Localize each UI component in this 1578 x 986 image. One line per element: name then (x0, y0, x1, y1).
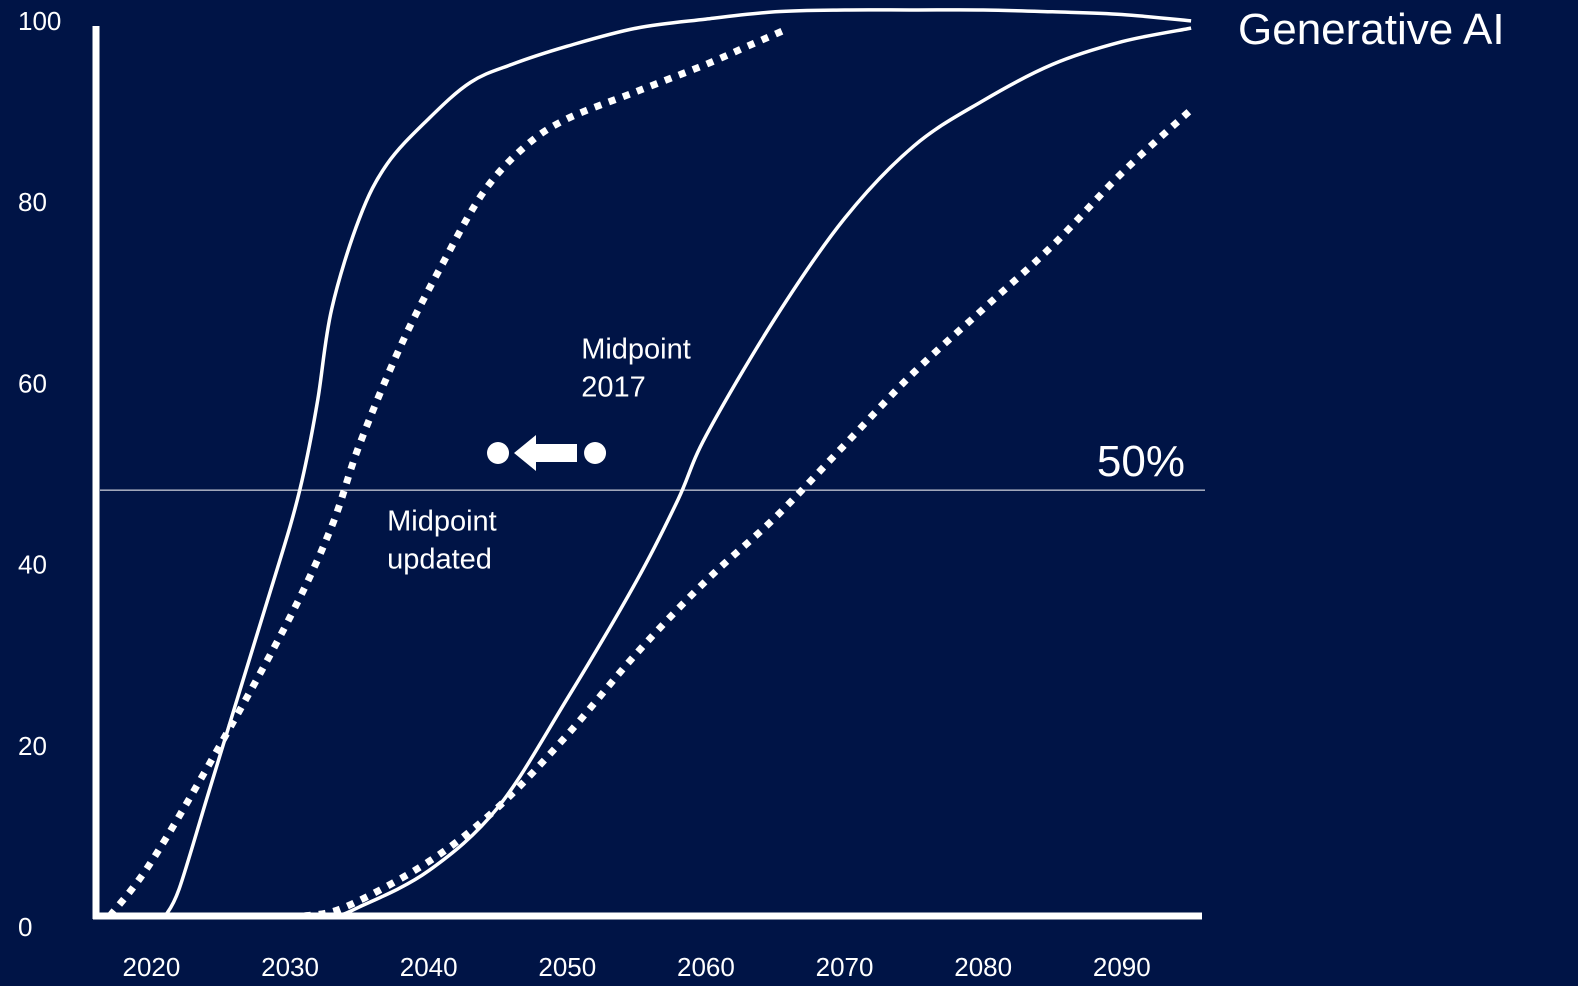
y-tick-labels: 0 20 40 60 80 100 (18, 6, 61, 942)
y-tick-label-100: 100 (18, 6, 61, 36)
y-tick-label-0: 0 (18, 912, 32, 942)
x-tick-label-2050: 2050 (538, 952, 596, 982)
x-tick-label-2090: 2090 (1093, 952, 1151, 982)
x-tick-labels: 2020 2030 2040 2050 2060 2070 2080 2090 (123, 952, 1151, 982)
series-label-generative-ai: Generative AI (1238, 5, 1505, 54)
x-tick-label-2070: 2070 (816, 952, 874, 982)
midpoint-2017-marker (584, 442, 607, 464)
annotation-2: Midpoint updated (387, 506, 497, 576)
y-tick-label-20: 20 (18, 731, 47, 761)
series-line-2-dotted (107, 24, 791, 919)
annotation-2-line-1: Midpoint (387, 506, 497, 538)
annotation-2-line-2: updated (387, 544, 492, 576)
y-tick-label-60: 60 (18, 368, 47, 398)
x-tick-label-2030: 2030 (261, 952, 319, 982)
series-line-3-solid (276, 26, 1192, 919)
series-line-1-solid (163, 8, 1192, 917)
annotation-1-line-2: 2017 (581, 371, 646, 403)
annotation-1: Midpoint 2017 (581, 333, 691, 403)
midpoint-updated-marker (487, 442, 510, 464)
series-line-4-dotted (303, 107, 1194, 920)
reference-line-label: 50% (1097, 437, 1185, 486)
x-tick-label-2040: 2040 (400, 952, 458, 982)
left-arrow-icon (514, 435, 577, 471)
y-tick-label-80: 80 (18, 187, 47, 217)
y-tick-label-40: 40 (18, 550, 47, 580)
midpoint-shift-arrow (487, 435, 607, 471)
annotation-1-line-1: Midpoint (581, 333, 691, 365)
x-tick-label-2060: 2060 (677, 952, 735, 982)
series-lines (107, 8, 1194, 920)
annotations: Midpoint 2017 Midpoint updated (387, 333, 691, 575)
x-tick-label-2080: 2080 (954, 952, 1012, 982)
x-tick-label-2020: 2020 (123, 952, 181, 982)
